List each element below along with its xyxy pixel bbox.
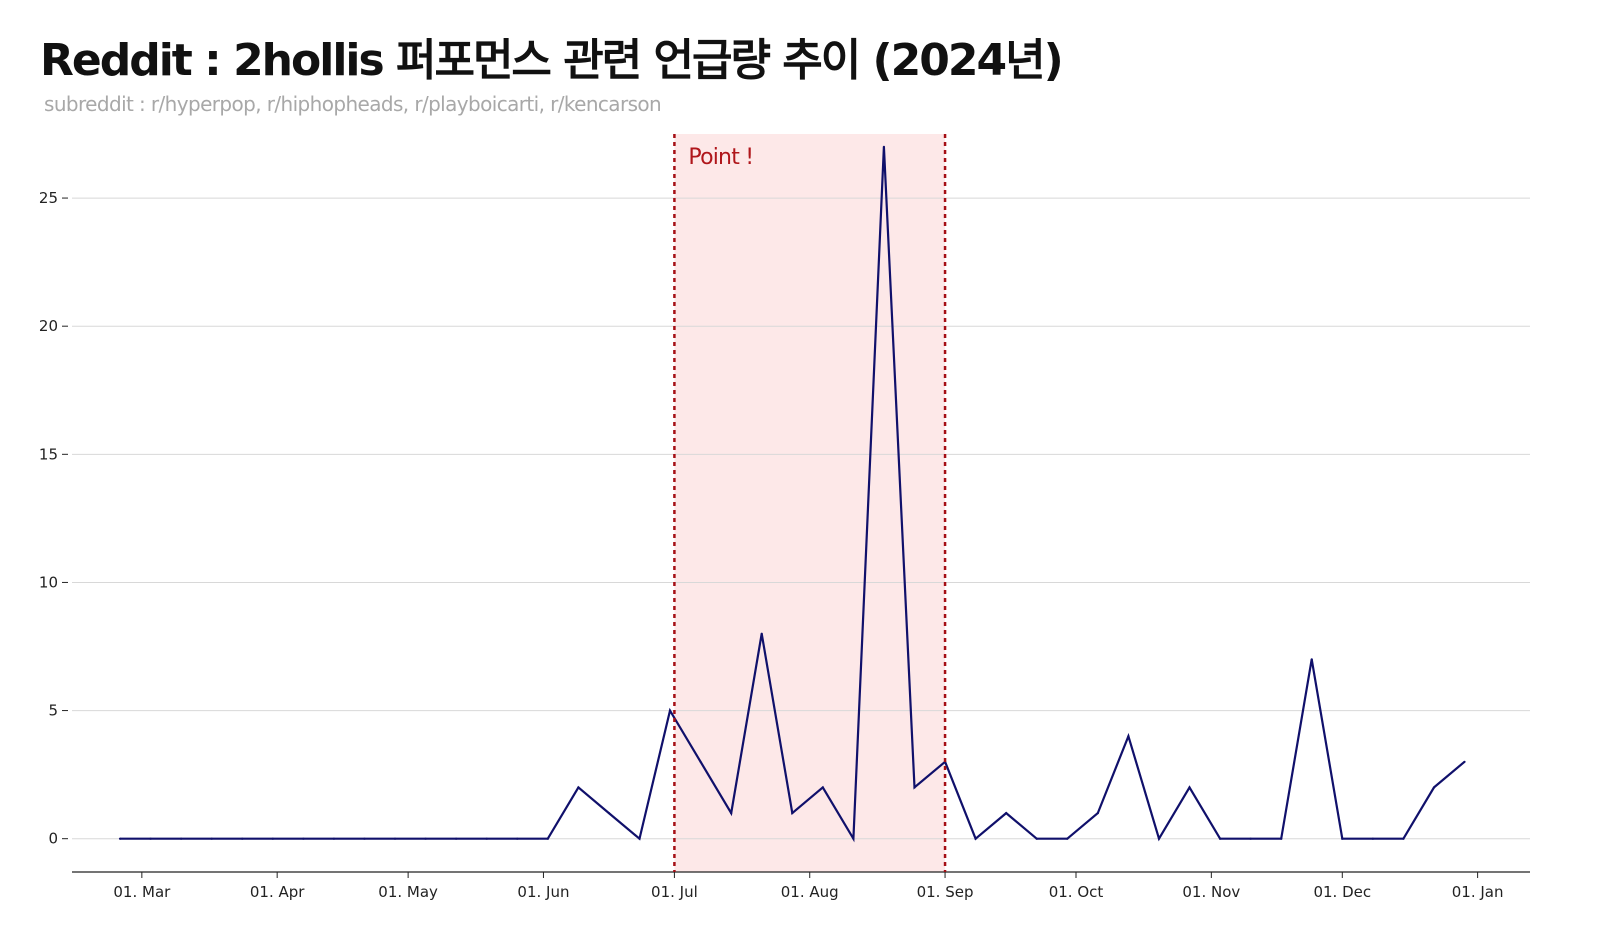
data-point [1432, 786, 1436, 789]
data-point [730, 811, 733, 815]
data-point [1463, 760, 1466, 763]
data-point [118, 837, 122, 840]
data-point [1005, 811, 1008, 815]
x-tick-label: 01. Aug [781, 883, 839, 901]
data-point [791, 811, 794, 815]
y-tick-label: 10 [39, 573, 58, 591]
x-tick-label: 01. Jul [651, 883, 698, 901]
highlight-label: Point ! [688, 145, 753, 170]
x-tick-label: 01. Nov [1182, 883, 1240, 901]
highlight-layer [674, 134, 946, 872]
data-point [363, 837, 366, 840]
x-tick-label: 01. Jan [1452, 883, 1504, 901]
data-point [332, 837, 336, 840]
annotation-layer: Point ! [673, 134, 947, 872]
data-point [1402, 837, 1405, 840]
data-point [1280, 837, 1283, 840]
x-tick-label: 01. Sep [917, 883, 974, 901]
x-tick-label: 01. May [378, 883, 438, 901]
data-point [1310, 658, 1313, 661]
data-point [1371, 837, 1374, 840]
data-point [1188, 786, 1191, 789]
data-point [485, 837, 488, 840]
data-point [1218, 837, 1222, 840]
data-point [210, 837, 213, 840]
data-point [607, 811, 611, 815]
data-point [699, 760, 702, 763]
axis-layer: 0 5 10 15 20 25 01. Mar 01. Apr 01. May 01. Jun 01… [39, 189, 1530, 901]
x-tick-label: 01. Apr [250, 883, 305, 901]
data-point [180, 837, 183, 840]
data-point [1066, 837, 1069, 840]
data-point [760, 632, 763, 635]
y-tick-label: 25 [39, 189, 58, 207]
x-tick-label: 01. Mar [113, 883, 171, 901]
data-point [241, 837, 244, 840]
data-point [852, 837, 855, 840]
data-point [974, 837, 977, 840]
data-point [882, 145, 886, 148]
data-point [455, 837, 458, 840]
x-tick-label: 01. Oct [1049, 883, 1104, 901]
data-point [1096, 811, 1099, 815]
data-point [577, 786, 580, 789]
data-point [424, 837, 427, 840]
x-tick-label: 01. Dec [1313, 883, 1371, 901]
data-point [638, 837, 641, 840]
highlight-band [674, 134, 946, 872]
chart-subtitle: subreddit : r/hyperpop, r/hiphopheads, r… [44, 92, 662, 116]
data-point [516, 837, 519, 840]
data-point [271, 837, 274, 840]
series-layer [118, 145, 1466, 843]
data-point [393, 837, 397, 840]
y-tick-label: 5 [48, 702, 58, 720]
data-point [302, 837, 305, 840]
data-point [149, 837, 152, 840]
data-point [546, 837, 549, 840]
data-point [1249, 837, 1252, 840]
data-point [1341, 837, 1344, 840]
data-point [1127, 735, 1130, 738]
data-point [821, 786, 824, 789]
data-point [1157, 837, 1161, 840]
y-tick-label: 20 [39, 317, 58, 335]
chart-title: Reddit : 2hollis 퍼포먼스 관련 언급량 추이 (2024년) [40, 35, 1064, 86]
y-tick-label: 0 [48, 830, 58, 848]
x-tick-label: 01. Jun [517, 883, 569, 901]
data-point [913, 786, 916, 789]
data-point [1035, 837, 1038, 840]
data-point [668, 709, 672, 712]
y-tick-label: 15 [39, 445, 58, 463]
